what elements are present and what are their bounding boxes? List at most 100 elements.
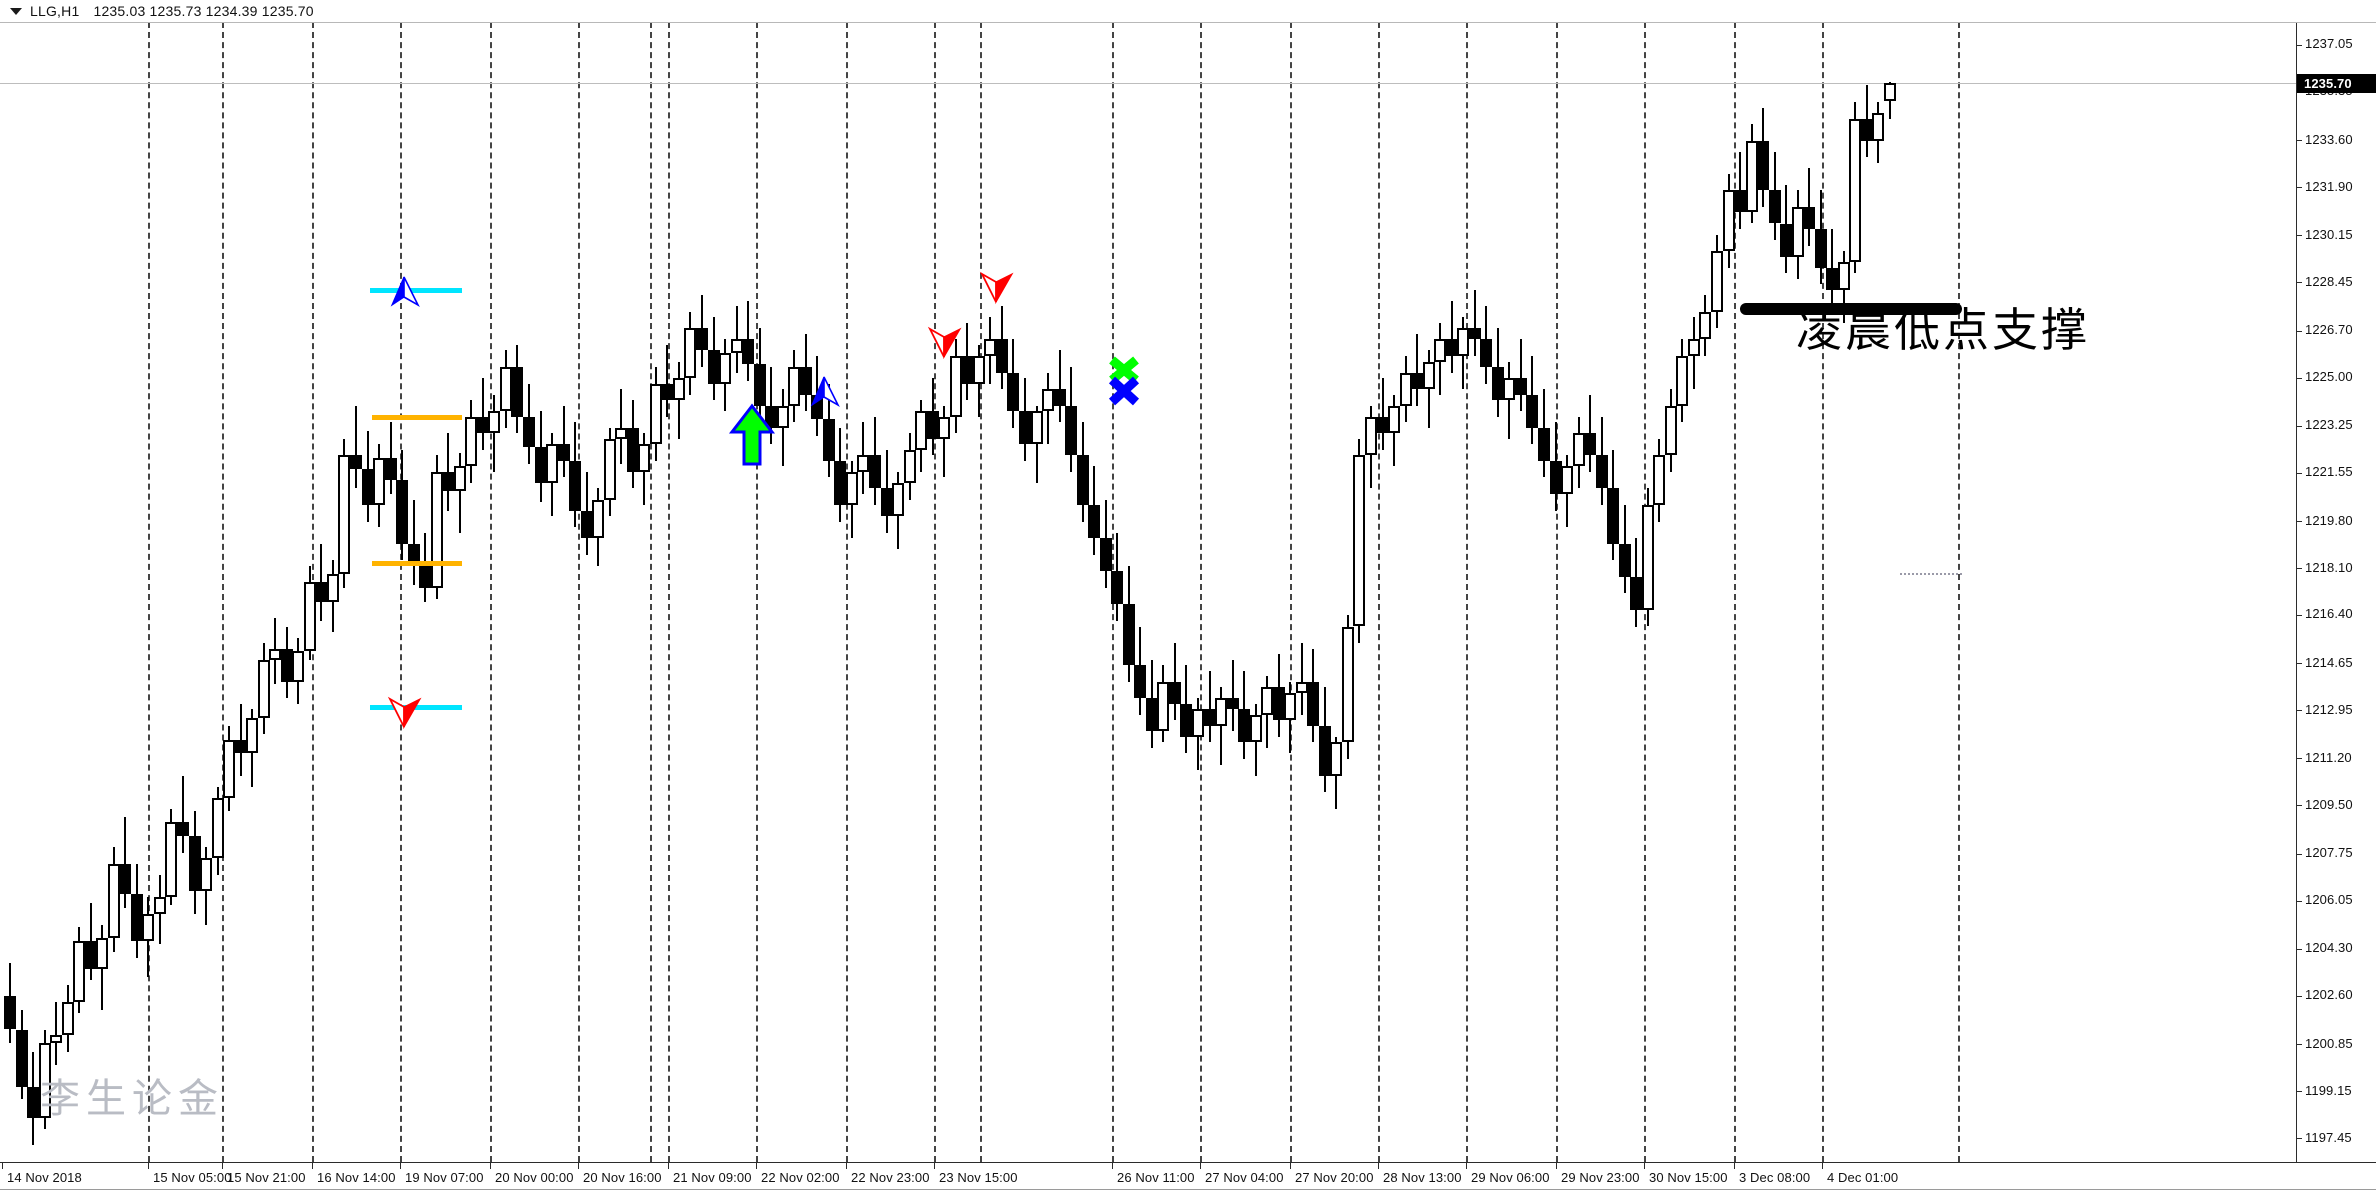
candlestick <box>765 22 778 1162</box>
candlestick <box>257 22 270 1162</box>
candlestick <box>1134 22 1147 1162</box>
candle-body-bullish <box>153 897 166 914</box>
time-tick-mark <box>1644 1163 1645 1169</box>
candle-body-bullish <box>1261 687 1274 715</box>
candle-wick <box>666 344 669 417</box>
candlestick <box>1491 22 1504 1162</box>
candlestick <box>580 22 593 1162</box>
candlestick <box>1537 22 1550 1162</box>
candle-body-bearish <box>315 582 328 602</box>
candlestick <box>1734 22 1747 1162</box>
candlestick <box>1249 22 1262 1162</box>
candle-body-bearish <box>1272 687 1285 721</box>
candlestick <box>1745 22 1758 1162</box>
candlestick <box>1318 22 1331 1162</box>
vertical-gridline <box>846 22 848 1162</box>
candle-wick <box>1519 339 1522 412</box>
candle-body-bullish <box>50 1035 63 1044</box>
candlestick <box>1191 22 1204 1162</box>
candlestick <box>615 22 628 1162</box>
candle-body-bullish <box>857 455 870 472</box>
price-tick-mark <box>2297 710 2302 712</box>
candlestick <box>1261 22 1274 1162</box>
candle-body-bearish <box>1076 455 1089 506</box>
candlestick <box>15 22 28 1162</box>
orange-range-bottom-line[interactable] <box>372 561 462 567</box>
time-tick-label: 29 Nov 06:00 <box>1471 1170 1550 1185</box>
orange-range-top-line[interactable] <box>372 414 462 420</box>
candle-body-bearish <box>1376 416 1389 434</box>
candle-body-bearish <box>742 339 755 365</box>
candle-body-bullish <box>972 355 985 384</box>
price-tick-mark <box>2297 1044 2302 1046</box>
candle-body-bullish <box>1157 681 1170 732</box>
candlestick <box>938 22 951 1162</box>
candlestick <box>1203 22 1216 1162</box>
candle-body-bullish <box>73 941 86 1002</box>
candlestick <box>626 22 639 1162</box>
candlestick <box>1099 22 1112 1162</box>
candle-body-bullish <box>915 411 928 450</box>
candle-body-bearish <box>1480 339 1493 368</box>
price-tick-mark <box>2297 568 2302 570</box>
candle-body-bearish <box>1053 389 1066 406</box>
candle-wick <box>562 405 565 478</box>
triangle-down-icon[interactable] <box>10 7 22 15</box>
time-tick-label: 15 Nov 21:00 <box>227 1170 306 1185</box>
candle-body-bearish <box>4 996 16 1030</box>
candle-body-bearish <box>765 405 778 428</box>
candlestick <box>1618 22 1631 1162</box>
vertical-gridline <box>1466 22 1468 1162</box>
bottom-scroll-strip[interactable] <box>0 1189 2376 1197</box>
chart-plot-area[interactable]: 凌晨低点支撑 李生论金 <box>0 22 2296 1162</box>
candle-body-bullish <box>488 411 501 434</box>
candle-body-bearish <box>534 447 547 483</box>
time-tick-mark <box>400 1163 401 1169</box>
price-tick-label: 1197.45 <box>2305 1129 2352 1145</box>
candlestick <box>1411 22 1424 1162</box>
vertical-gridline <box>668 22 670 1162</box>
candle-wick <box>1208 670 1211 743</box>
candlestick <box>892 22 905 1162</box>
vertical-gridline <box>1200 22 1202 1162</box>
candle-body-bullish <box>1791 206 1804 257</box>
candlestick <box>1180 22 1193 1162</box>
candlestick <box>1837 22 1850 1162</box>
candle-body-bearish <box>834 460 847 506</box>
blue-up-arrow-signal-2-icon <box>810 376 840 408</box>
price-tick-mark <box>2297 425 2302 427</box>
candle-body-bearish <box>15 1029 28 1088</box>
candle-body-bearish <box>995 339 1008 373</box>
candlestick <box>38 22 51 1162</box>
vertical-gridline <box>934 22 936 1162</box>
candlestick <box>269 22 282 1162</box>
candle-body-bearish <box>396 480 409 544</box>
candlestick <box>696 22 709 1162</box>
candle-body-bearish <box>177 822 189 837</box>
candle-wick <box>1427 350 1430 428</box>
candle-body-bearish <box>1549 460 1562 494</box>
symbol-timeframe-label: LLG,H1 <box>30 3 80 19</box>
candlestick <box>223 22 236 1162</box>
candle-body-bullish <box>142 913 155 942</box>
cyan-resistance-line[interactable] <box>370 287 462 293</box>
candle-wick <box>1058 350 1061 423</box>
candle-body-bearish <box>1826 267 1839 290</box>
price-tick-label: 1200.85 <box>2305 1035 2353 1051</box>
candlestick <box>1272 22 1285 1162</box>
candle-body-bullish <box>1422 361 1435 390</box>
morning-low-support-line[interactable] <box>1740 303 1962 316</box>
price-tick-label: 1199.15 <box>2305 1082 2352 1098</box>
candle-body-bullish <box>903 449 916 483</box>
price-axis[interactable]: 1197.45 1199.15 1200.85 1202.60 1204.30 1206.… <box>2296 22 2376 1162</box>
time-tick-mark <box>1822 1163 1823 1169</box>
candle-body-bullish <box>373 458 386 506</box>
candlestick <box>1157 22 1170 1162</box>
time-tick-label: 21 Nov 09:00 <box>673 1170 752 1185</box>
candlestick <box>1653 22 1666 1162</box>
candlestick <box>107 22 120 1162</box>
candlestick <box>1768 22 1781 1162</box>
candlestick <box>753 22 766 1162</box>
candle-body-bullish <box>1676 355 1689 406</box>
